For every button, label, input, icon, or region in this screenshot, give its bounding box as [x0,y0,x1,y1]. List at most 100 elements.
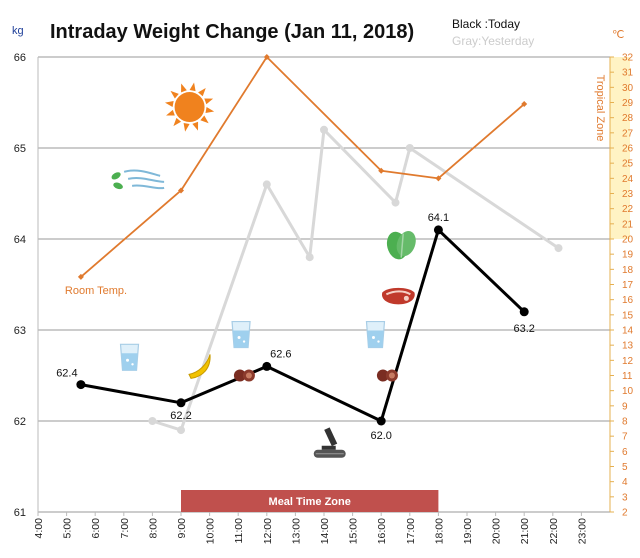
x-tick-label: 7:00 [119,518,131,539]
chart-title: Intraday Weight Change (Jan 11, 2018) [50,21,414,43]
y2-tick-label: 12 [622,356,634,367]
y-axis-unit: kg [12,25,24,37]
y2-tick-label: 31 [622,68,634,79]
series-line [80,56,525,278]
series-yesterday [148,125,563,435]
y2-tick-label: 19 [622,250,634,261]
lettuce-icon [386,230,416,260]
series-line [151,128,560,432]
y-tick-label: 62 [14,416,26,428]
y2-tick-label: 7 [622,432,628,443]
y-tick-label: 64 [14,234,26,246]
y2-tick-label: 15 [622,310,634,321]
data-point [263,54,270,60]
y2-tick-label: 30 [622,83,634,94]
sun-ray [173,117,182,127]
data-label: 63.2 [513,323,534,335]
sun-disc [174,92,205,123]
icon-part [237,336,241,340]
sun-ray [166,109,175,116]
y-axis-ticks: 61 62 63 64 65 66 [14,52,26,519]
data-point [178,187,184,194]
x-tick-label: 23:00 [576,518,588,544]
y2-tick-label: 10 [622,386,634,397]
x-tick-label: 8:00 [147,518,159,539]
x-tick-label: 18:00 [433,518,445,544]
legend-yesterday: Gray:Yesterday [452,34,534,48]
steak-icon [381,287,415,305]
icon-part [188,354,211,379]
sun-ray [205,107,215,114]
icon-part [367,330,384,348]
room-temp-label: Room Temp. [65,285,127,297]
sun-ray [170,90,179,99]
data-point [435,175,442,182]
series-line [80,228,526,423]
y2-axis-unit: ℃ [612,29,624,41]
series-today: 62.4 62.2 62.6 62.0 64.1 63.2 [56,212,535,442]
y2-tick-label: 9 [622,401,628,412]
meal-time-zone-bar [181,490,439,512]
banana-icon [188,354,211,379]
icon-part [126,358,130,362]
data-point [176,398,186,408]
y2-tick-label: 22 [622,204,634,215]
sun-ray [183,122,190,132]
sun-ray [198,87,206,97]
data-point [305,253,314,262]
data-label: 62.4 [56,368,77,380]
microscope-icon [313,427,346,458]
icon-part [321,445,336,450]
legend-today: Black :Today [452,17,520,31]
y2-tick-label: 23 [622,189,634,200]
y2-tick-label: 20 [622,235,634,246]
y2-tick-label: 14 [622,326,634,337]
data-point [76,380,86,390]
y2-tick-label: 6 [622,447,628,458]
x-tick-label: 17:00 [405,518,417,544]
x-axis-ticks: 4:00 5:00 6:00 7:00 8:00 9:00 10:00 11:00 12:00 1… [33,512,588,544]
x-tick-label: 20:00 [491,518,503,544]
meal-time-zone: Meal Time Zone [181,490,439,512]
y2-tick-label: 11 [622,371,633,382]
data-point [177,426,185,435]
data-point [521,101,528,108]
sun-ray [204,98,214,105]
sun-ray [192,121,199,131]
y2-tick-label: 24 [622,174,634,185]
sausage-icon [233,369,255,382]
icon-part [245,372,252,379]
x-tick-label: 6:00 [90,518,102,539]
icon-part [233,369,246,382]
y2-tick-label: 25 [622,159,634,170]
y2-tick-label: 16 [622,295,634,306]
water-glass-icon [365,320,386,349]
data-point [433,225,443,235]
x-tick-label: 15:00 [348,518,360,544]
icon-part [403,295,409,301]
icon-part [377,340,380,343]
icon-part [131,184,165,190]
icon-part [123,169,161,177]
x-tick-label: 13:00 [290,518,302,544]
x-tick-label: 19:00 [462,518,474,544]
x-tick-label: 9:00 [176,518,188,539]
leaf [113,182,123,190]
icon-part [233,330,250,348]
x-tick-label: 10:00 [205,518,217,544]
y2-tick-label: 28 [622,113,634,124]
tropical-zone-label: Tropical Zone [594,75,606,142]
data-point [405,144,414,152]
y2-tick-label: 5 [622,462,628,473]
y2-tick-label: 13 [622,341,634,352]
icon-part [127,177,165,183]
y2-tick-label: 17 [622,280,634,291]
data-point [320,125,328,134]
icon-part [388,372,395,379]
icon-part [242,340,246,343]
y-tick-label: 65 [14,143,26,155]
icons-layer [111,82,416,458]
y2-tick-label: 2 [622,508,628,519]
icon-part [376,369,389,382]
